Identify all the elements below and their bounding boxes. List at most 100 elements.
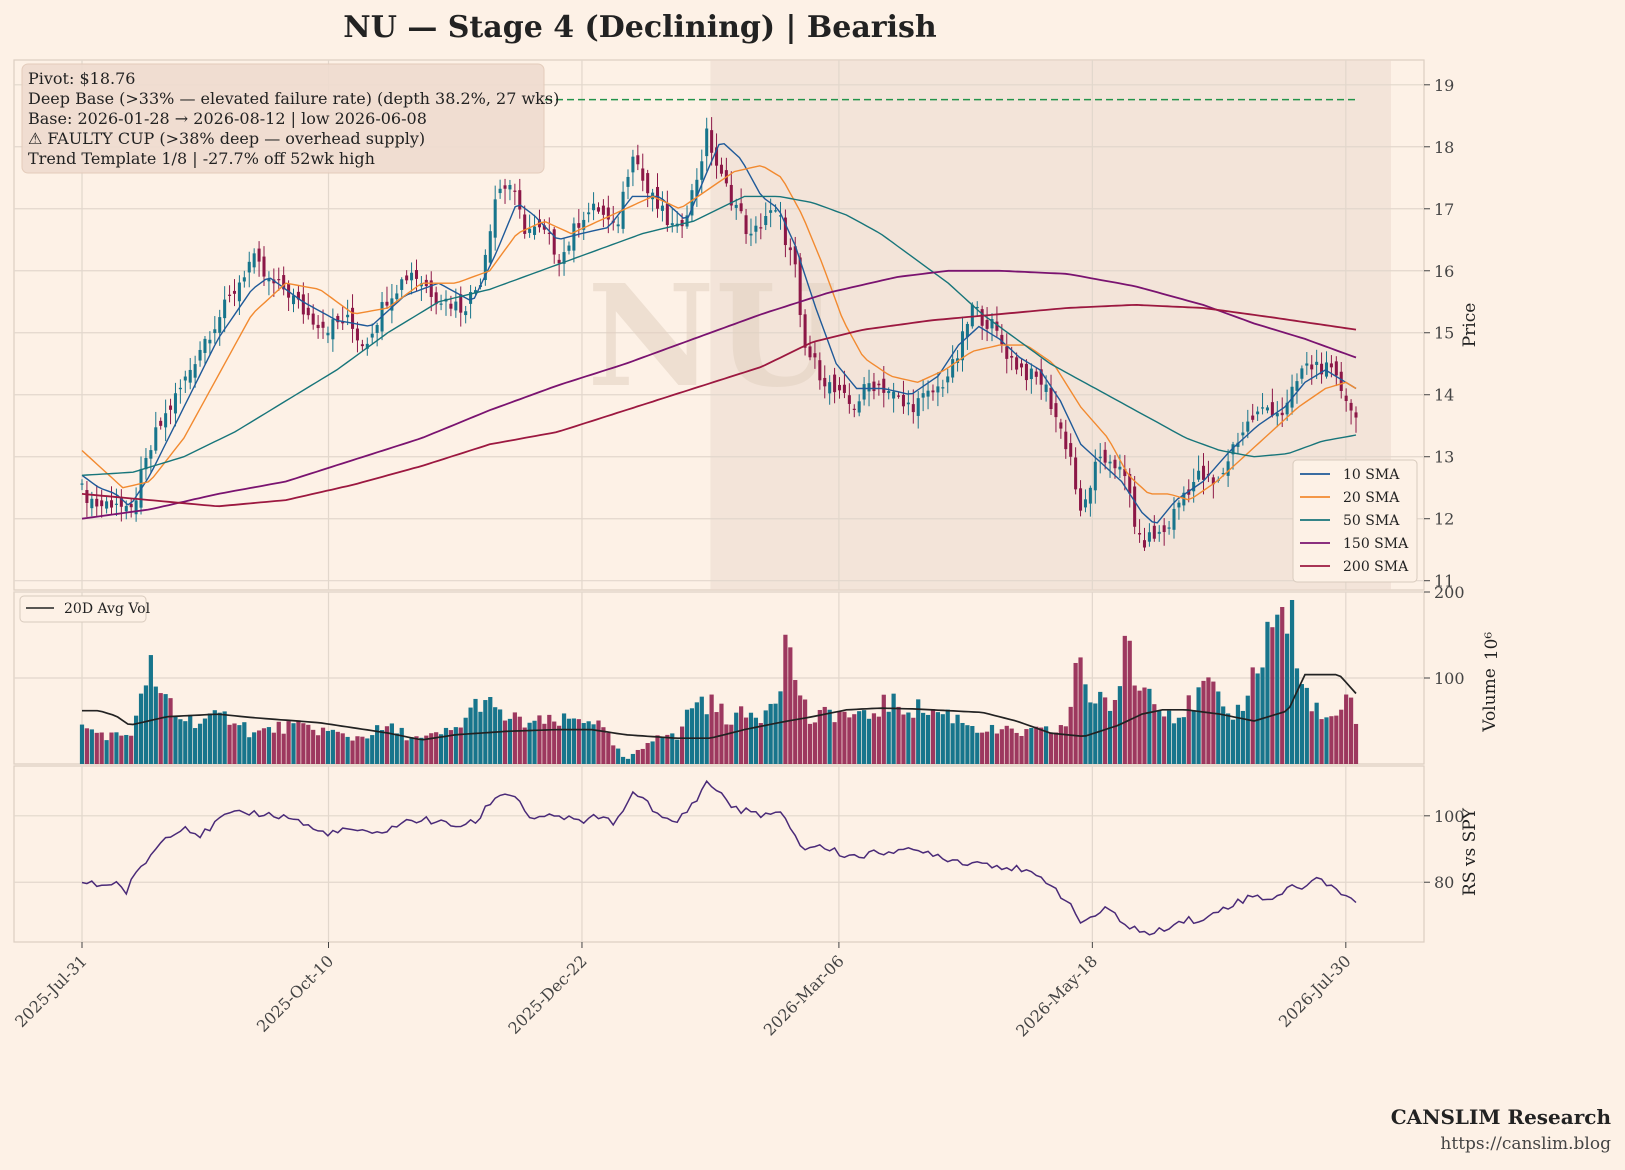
price-y-label: Price [1460, 303, 1480, 348]
volume-bar [552, 721, 557, 764]
candle-body [311, 313, 315, 325]
candle-body [1128, 474, 1132, 494]
candle-body [267, 278, 271, 282]
volume-bar [1240, 710, 1245, 764]
candle-body [144, 457, 148, 470]
candle-body [360, 344, 364, 347]
volume-bar [316, 735, 321, 764]
volume-bar [1162, 716, 1167, 764]
volume-bar [1299, 684, 1304, 764]
y-tick-label: 11 [1434, 572, 1454, 591]
volume-average-group [82, 673, 1357, 741]
y-tick-label: 100 [1434, 669, 1465, 688]
candle-body [503, 185, 507, 189]
candle-body [1074, 457, 1078, 490]
candle-body [813, 353, 817, 358]
candle-body [670, 223, 674, 226]
candle-body [1324, 362, 1329, 377]
volume-bar [291, 723, 296, 764]
candle-body [793, 246, 797, 265]
candle-body [336, 315, 340, 323]
candle-body [262, 256, 266, 277]
volume-bar [625, 758, 631, 764]
candle-body [414, 270, 419, 279]
annotation-faulty-cup: ⚠ FAULTY CUP (>38% deep — overhead suppl… [28, 129, 425, 148]
volume-bar [1245, 695, 1250, 764]
candle-body [1300, 368, 1304, 379]
volume-bar [925, 714, 931, 764]
volume-bar [645, 743, 650, 764]
candle-body [911, 404, 915, 413]
legend-label-avg-vol: 20D Avg Vol [64, 601, 151, 617]
volume-bar [670, 733, 675, 764]
volume-bar [660, 736, 665, 764]
candle-body [291, 295, 296, 305]
volume-bar [773, 703, 778, 764]
volume-bar [1063, 726, 1068, 764]
volume-bar [1275, 614, 1280, 764]
candle-body [764, 216, 768, 226]
volume-bar [881, 694, 886, 764]
volume-bar [266, 727, 272, 764]
volume-bar [1348, 697, 1354, 764]
candle-body [1310, 364, 1314, 370]
candle-body [183, 376, 187, 381]
candle-body [715, 147, 719, 166]
volume-bar [871, 713, 877, 764]
candle-body [493, 199, 497, 238]
candle-body [1113, 459, 1117, 469]
volume-bar [129, 735, 134, 764]
volume-bar [222, 711, 227, 764]
volume-bar [527, 722, 532, 764]
volume-bar [807, 723, 813, 764]
volume-bar [1324, 717, 1329, 764]
legend-label-sma: 50 SMA [1343, 513, 1400, 529]
volume-bar [448, 730, 454, 764]
candle-body [1251, 415, 1255, 420]
y-tick-label: 15 [1434, 324, 1454, 343]
candle-body [975, 306, 979, 309]
rs-line [81, 779, 1357, 936]
volume-bar [1196, 687, 1201, 764]
volume-bar [1186, 695, 1191, 764]
volume-bar [1329, 716, 1334, 764]
volume-bar [522, 727, 527, 764]
volume-bar [778, 691, 783, 764]
volume-bar [498, 709, 503, 764]
sma-line-50 [81, 195, 1357, 476]
volume-bar [606, 732, 611, 764]
candle-body [218, 317, 222, 333]
volume-bar [822, 706, 827, 764]
volume-bar [1058, 725, 1063, 764]
volume-bar [1166, 710, 1172, 764]
watermark-ticker: NU [587, 255, 837, 419]
candle-body [892, 391, 896, 399]
candle-body [1177, 502, 1181, 508]
candle-body [985, 320, 989, 329]
volume-bar [1216, 691, 1221, 764]
volume-bar [950, 723, 955, 764]
volume-legend-frame [19, 595, 147, 623]
volume-bar [945, 709, 950, 764]
volume-bar [188, 714, 193, 764]
candle-body [1049, 387, 1053, 410]
volume-bar [724, 724, 729, 764]
candle-body [400, 279, 404, 290]
annotation-deep-base: Deep Base (>33% — elevated failure rate)… [28, 89, 559, 108]
volume-bar [980, 732, 985, 764]
volume-bar [1039, 727, 1044, 764]
candle-body [1211, 477, 1215, 485]
volume-bar [748, 712, 754, 764]
volume-bar [443, 727, 449, 764]
candle-body [828, 382, 832, 394]
candle-body [562, 252, 566, 264]
rs-line-group [81, 779, 1357, 936]
volume-bar [960, 722, 965, 764]
candle-body [85, 490, 89, 503]
volume-bar [1314, 702, 1319, 764]
volume-bar [1181, 717, 1186, 764]
volume-bar [896, 706, 901, 764]
volume-bar [301, 723, 306, 764]
candle-body [1339, 371, 1343, 391]
candle-body [1044, 384, 1048, 392]
